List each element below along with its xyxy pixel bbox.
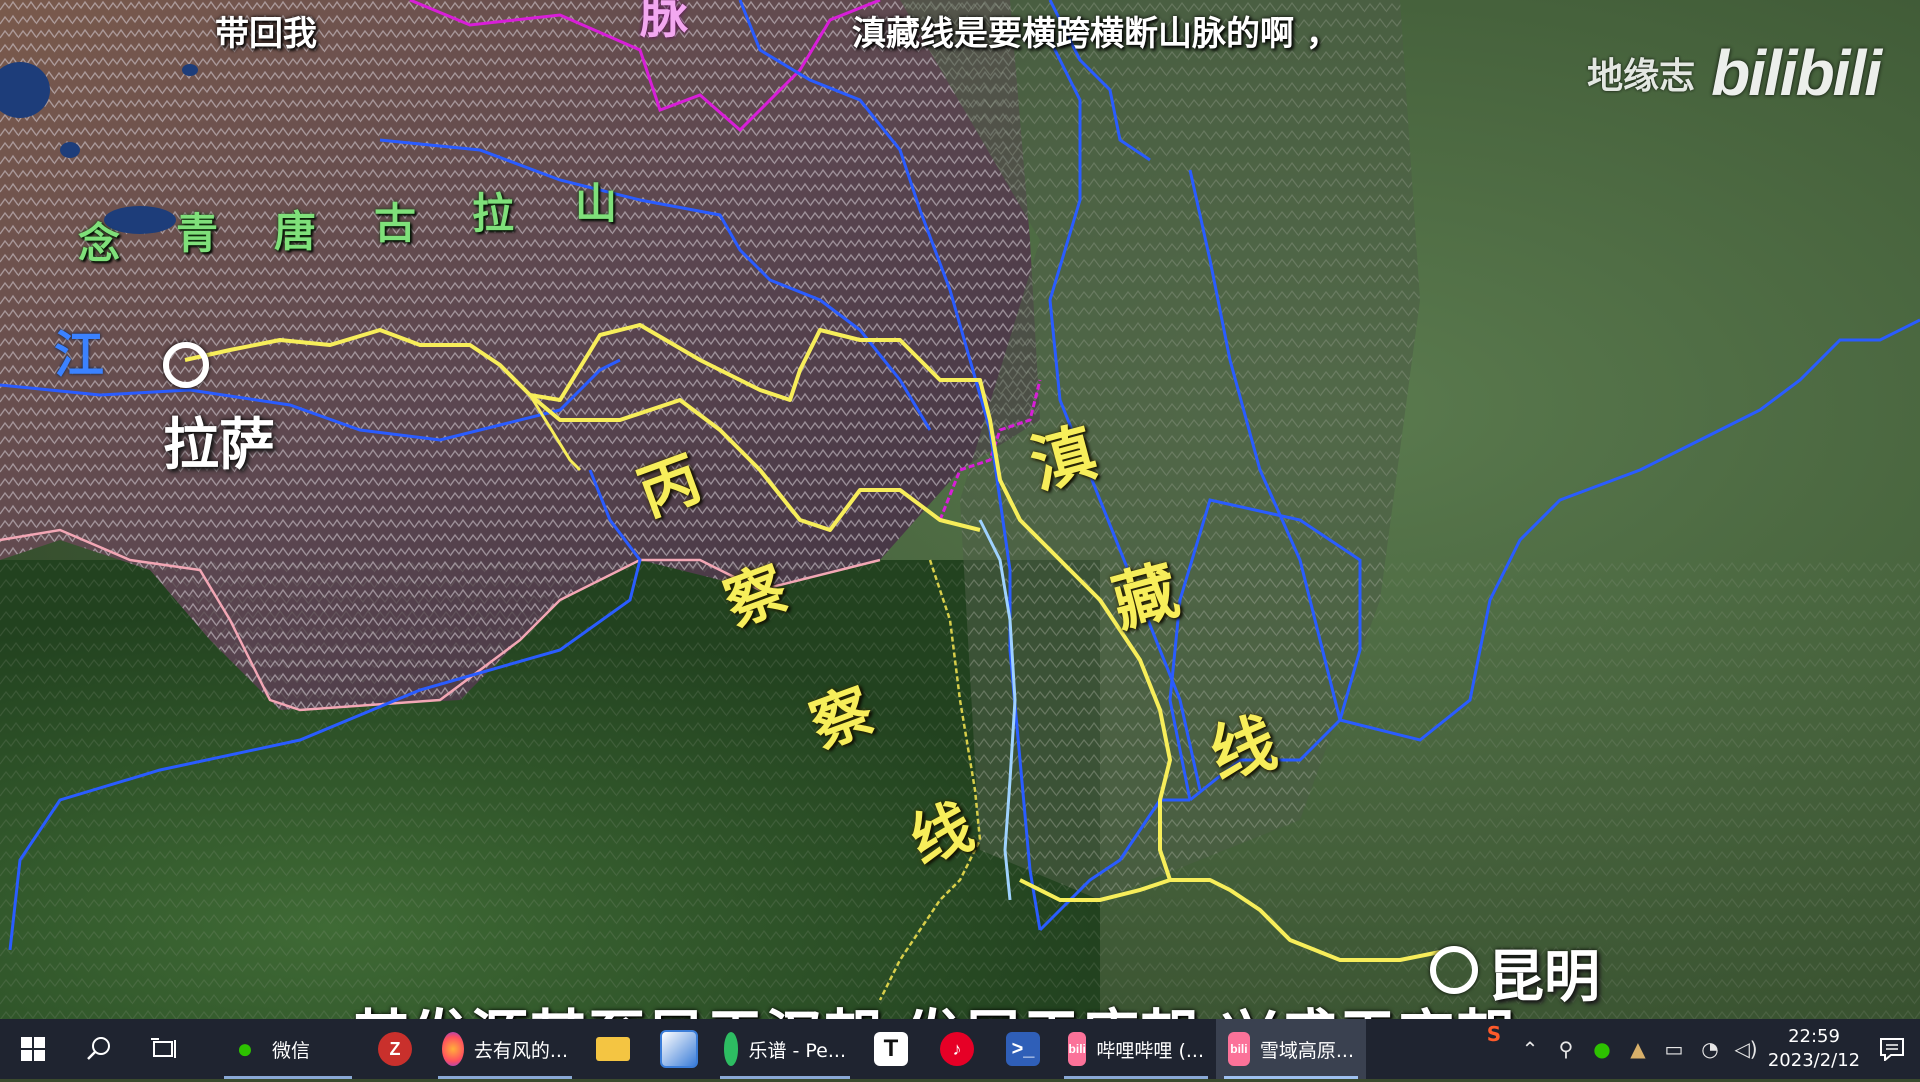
mountain-char-1: 念 [78, 219, 121, 268]
lhasa-label: 拉萨 [163, 413, 275, 478]
taskbar-app-yuepu-label: 乐谱 - Pe... [748, 1039, 846, 1062]
zotero-icon: Z [378, 1032, 412, 1066]
taskbar-app-bilibili-1-label: 哔哩哔哩 (... [1096, 1039, 1204, 1062]
kunming-label: 昆明 [1488, 945, 1600, 1010]
video-frame[interactable]: 带回我 滇藏线是要横跨横断山脉的啊 ， 脉 地缘志 bilibili 念 青 唐… [0, 0, 1920, 1019]
clock-date: 2023/2/12 [1767, 1050, 1861, 1071]
notification-center-button[interactable] [1864, 1019, 1920, 1079]
cat-icon[interactable]: ▲ [1630, 1037, 1646, 1061]
earbuds-icon[interactable]: ⚲ [1558, 1037, 1574, 1061]
windows-start-icon [21, 1037, 45, 1061]
volume-icon[interactable]: ◁) [1734, 1037, 1758, 1061]
wechat-tray-icon[interactable]: ● [1593, 1037, 1611, 1061]
taskbar-app-netease[interactable]: ♪ [924, 1019, 990, 1079]
wifi-icon[interactable]: ◔ [1701, 1037, 1719, 1061]
mountain-char-3: 唐 [274, 207, 317, 256]
taskbar: ● 微信 Z 去有风的... 乐谱 - Pe... T ♪ >_ bili 哔哩… [0, 1019, 1920, 1079]
clock-time: 22:59 [1788, 1026, 1840, 1047]
app-blue-icon [660, 1030, 698, 1068]
notification-icon [1880, 1038, 1904, 1061]
taskbar-app-firefox-label: 去有风的... [473, 1039, 568, 1062]
yuepu-icon [724, 1032, 739, 1066]
search-icon [87, 1037, 110, 1060]
partial-top-label: 脉 [640, 0, 689, 44]
taskbar-app-wechat-label: 微信 [272, 1039, 311, 1062]
taskbar-app-typora[interactable]: T [858, 1019, 924, 1079]
taskbar-app-explorer[interactable] [580, 1019, 646, 1079]
taskbar-app-bilibili-2-label: 雪域高原... [1259, 1039, 1354, 1062]
taskbar-app-yuepu[interactable]: 乐谱 - Pe... [712, 1019, 858, 1079]
top-caption-left: 带回我 [215, 14, 317, 54]
mountain-char-5: 拉 [472, 189, 515, 238]
channel-name: 地缘志 [1587, 56, 1696, 97]
wechat-icon: ● [236, 1033, 254, 1064]
task-view-button[interactable] [132, 1019, 198, 1079]
mountain-char-2: 青 [176, 209, 219, 258]
search-button[interactable] [66, 1019, 132, 1079]
river-label: 江 [54, 326, 104, 384]
bilibili-icon: bili [1228, 1032, 1250, 1066]
mountain-char-4: 古 [374, 199, 417, 248]
battery-icon[interactable]: ▭ [1664, 1037, 1684, 1061]
top-caption-right: 滇藏线是要横跨横断山脉的啊 ， [852, 14, 1340, 54]
bilibili-watermark: 地缘志 bilibili [1587, 36, 1882, 110]
bottom-subtitle: 其发源甚至早于汉朝 发展于唐朝 兴盛于宋朝 [352, 990, 1515, 1019]
clock[interactable]: 22:59 2023/2/12 [1764, 1025, 1864, 1073]
taskbar-app-zotero[interactable]: Z [360, 1019, 430, 1079]
taskbar-app-bilibili-2[interactable]: bili 雪域高原... [1216, 1019, 1366, 1079]
powershell-icon: >_ [1006, 1032, 1040, 1066]
map-background [0, 0, 1920, 1019]
firefox-icon [442, 1032, 464, 1066]
lhasa-marker [163, 342, 209, 388]
chevron-up-icon[interactable]: ⌃ [1521, 1037, 1539, 1061]
kunming-marker [1430, 946, 1478, 994]
windows-start-button[interactable] [0, 1019, 66, 1079]
ime-icon[interactable]: S [1486, 1022, 1502, 1046]
bilibili-icon: bili [1068, 1032, 1087, 1066]
mountain-char-6: 山 [575, 179, 618, 228]
folder-icon [596, 1037, 630, 1061]
system-tray: S ⌃ ⚲ ● ▲ ▭ ◔ ◁) 22:59 2023/2/12 [1476, 1019, 1920, 1079]
typora-icon: T [874, 1032, 908, 1066]
taskbar-app-bilibili-1[interactable]: bili 哔哩哔哩 (... [1056, 1019, 1216, 1079]
taskbar-app-blue[interactable] [646, 1019, 712, 1079]
netease-music-icon: ♪ [940, 1032, 974, 1066]
bilibili-logo: bilibili [1711, 37, 1882, 109]
taskbar-app-powershell[interactable]: >_ [990, 1019, 1056, 1079]
taskbar-app-firefox[interactable]: 去有风的... [430, 1019, 580, 1079]
taskbar-app-wechat[interactable]: ● 微信 [216, 1019, 360, 1079]
task-view-icon [151, 1038, 176, 1058]
